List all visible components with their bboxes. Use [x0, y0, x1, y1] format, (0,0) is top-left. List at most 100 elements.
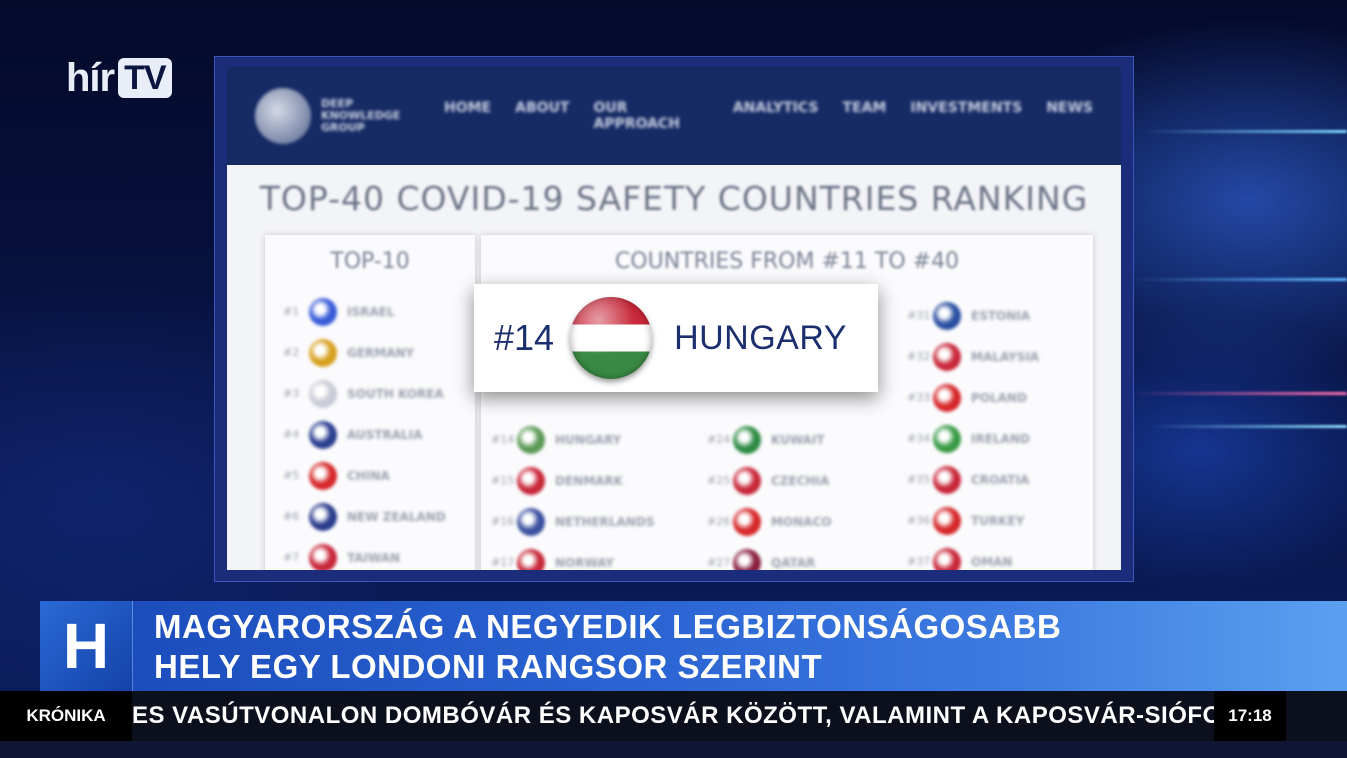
- headline-line-2: HELY EGY LONDONI RANGSOR SZERINT: [154, 648, 823, 685]
- country-flag-icon: [309, 461, 337, 490]
- ranking-rank: #33: [907, 391, 931, 404]
- ranking-row: #7 TAIWAN: [283, 537, 446, 570]
- ranking-row: #27 QATAR: [707, 542, 831, 570]
- ranking-row: #36 TURKEY: [907, 500, 1039, 541]
- ranking-rank: #25: [707, 474, 731, 487]
- ranking-country: TAIWAN: [347, 550, 401, 565]
- ranking-rank: #26: [707, 515, 731, 528]
- country-flag-icon: [733, 507, 761, 536]
- ranking-country: AUSTRALIA: [347, 427, 423, 442]
- ranking-rank: #24: [707, 433, 731, 446]
- channel-logo: hír TV: [66, 56, 172, 100]
- country-flag-icon: [933, 383, 961, 412]
- country-flag-icon: [933, 465, 961, 494]
- site-nav-item: INVESTMENTS: [910, 100, 1023, 116]
- ranking-rank: #35: [907, 473, 931, 486]
- ranking-row: #1 ISRAEL: [283, 291, 446, 332]
- ranking-country: CROATIA: [971, 472, 1030, 487]
- ranking-rank: #17: [491, 556, 515, 569]
- light-streak: [1130, 392, 1347, 395]
- ranking-row: #15 DENMARK: [491, 460, 655, 501]
- ranking-title: TOP-40 COVID-19 SAFETY COUNTRIES RANKING: [259, 179, 1089, 218]
- ticker-label: KRÓNIKA: [0, 691, 132, 741]
- site-nav-item: OUR APPROACH: [593, 100, 680, 132]
- ranking-rank: #27: [707, 556, 731, 569]
- highlight-country: HUNGARY: [674, 318, 847, 357]
- ranking-country: ESTONIA: [971, 308, 1031, 323]
- ranking-country: QATAR: [771, 555, 816, 570]
- country-flag-icon: [933, 547, 961, 570]
- ranking-row: #34 IRELAND: [907, 418, 1039, 459]
- channel-logo-text: hír: [66, 55, 115, 100]
- ranking-rank: #2: [283, 346, 300, 359]
- ranking-rank: #15: [491, 474, 515, 487]
- ranking-country: NETHERLANDS: [555, 514, 655, 529]
- ranking-country: CZECHIA: [771, 473, 830, 488]
- website-screenshot: DEEP KNOWLEDGE GROUP HOME ABOUT OUR APPR…: [227, 67, 1121, 570]
- site-nav-item: NEWS: [1046, 100, 1093, 116]
- rest-list-c: #31 ESTONIA #32 MALAYSIA #33 POLAND #34 IRELAND…: [907, 295, 1039, 570]
- hungary-flag-icon: [570, 297, 653, 379]
- ranking-row: #24 KUWAIT: [707, 419, 831, 460]
- ranking-country: CHINA: [347, 468, 390, 483]
- ranking-rank: #32: [907, 350, 931, 363]
- ranking-country: GERMANY: [347, 345, 415, 360]
- ranking-rank: #31: [907, 309, 931, 322]
- site-nav-item: TEAM: [842, 100, 887, 116]
- ranking-country: TURKEY: [971, 513, 1025, 528]
- site-nav: HOME ABOUT OUR APPROACH ANALYTICS TEAM I…: [444, 100, 1093, 132]
- ranking-row: #26 MONACO: [707, 501, 831, 542]
- ranking-row: #31 ESTONIA: [907, 295, 1039, 336]
- ranking-country: DENMARK: [555, 473, 623, 488]
- headline: MAGYARORSZÁG A NEGYEDIK LEGBIZTONSÁGOSAB…: [154, 607, 1061, 687]
- ranking-row: #14 HUNGARY: [491, 419, 655, 460]
- ranking-row: #4 AUSTRALIA: [283, 414, 446, 455]
- light-streak: [1130, 278, 1347, 281]
- ranking-rank: #16: [491, 515, 515, 528]
- ranking-country: NEW ZEALAND: [347, 509, 446, 524]
- ranking-country: POLAND: [971, 390, 1027, 405]
- channel-logo-tv: TV: [118, 58, 172, 98]
- ranking-country: ISRAEL: [347, 304, 395, 319]
- highlight-rank: #14: [494, 317, 555, 358]
- ranking-row: #6 NEW ZEALAND: [283, 496, 446, 537]
- ranking-country: NORWAY: [555, 555, 615, 570]
- country-flag-icon: [309, 379, 337, 408]
- ranking-country: SOUTH KOREA: [347, 386, 444, 401]
- top10-list: #1 ISRAEL #2 GERMANY #3 SOUTH KOREA #4 AUSTRALI…: [283, 291, 446, 570]
- site-nav-item: ANALYTICS: [732, 100, 819, 116]
- site-brand-text: DEEP KNOWLEDGE GROUP: [321, 97, 401, 134]
- ranking-rank: #36: [907, 514, 931, 527]
- ranking-country: MALAYSIA: [971, 349, 1040, 364]
- ranking-rank: #5: [283, 469, 300, 482]
- rest-list-a: #14 HUNGARY #15 DENMARK #16 NETHERLANDS #17 NOR…: [491, 419, 655, 570]
- ranking-rank: #6: [283, 510, 300, 523]
- ranking-row: #35 CROATIA: [907, 459, 1039, 500]
- ranking-country: MONACO: [771, 514, 832, 529]
- lower-third: H MAGYARORSZÁG A NEGYEDIK LEGBIZTONSÁGOS…: [40, 601, 1347, 691]
- news-ticker: KRÓNIKA ES VASÚTVONALON DOMBÓVÁR ÉS KAPO…: [0, 691, 1347, 741]
- ranking-country: HUNGARY: [555, 432, 622, 447]
- ranking-country: OMAN: [971, 554, 1013, 569]
- ranking-rank: #37: [907, 555, 931, 568]
- country-flag-icon: [309, 420, 337, 449]
- top10-column: TOP-10 #1 ISRAEL #2 GERMANY #3 SOUTH KOREA #4 A…: [265, 235, 475, 570]
- site-header: DEEP KNOWLEDGE GROUP HOME ABOUT OUR APPR…: [227, 67, 1121, 165]
- country-flag-icon: [733, 548, 761, 570]
- ranking-row: #25 CZECHIA: [707, 460, 831, 501]
- light-streak: [1150, 425, 1347, 428]
- ranking-rank: #3: [283, 387, 300, 400]
- ranking-rank: #34: [907, 432, 931, 445]
- country-flag-icon: [933, 342, 961, 371]
- brain-logo-icon: [255, 88, 311, 144]
- site-nav-item: ABOUT: [515, 100, 570, 116]
- ranking-row: #3 SOUTH KOREA: [283, 373, 446, 414]
- country-flag-icon: [933, 506, 961, 535]
- light-streak: [1140, 130, 1347, 133]
- site-nav-item: HOME: [444, 100, 492, 116]
- ranking-row: #16 NETHERLANDS: [491, 501, 655, 542]
- ranking-row: #5 CHINA: [283, 455, 446, 496]
- rest-list-b: #24 KUWAIT #25 CZECHIA #26 MONACO #27 QATAR: [707, 419, 831, 570]
- rest-heading: COUNTRIES FROM #11 TO #40: [614, 249, 960, 274]
- country-flag-icon: [517, 548, 545, 570]
